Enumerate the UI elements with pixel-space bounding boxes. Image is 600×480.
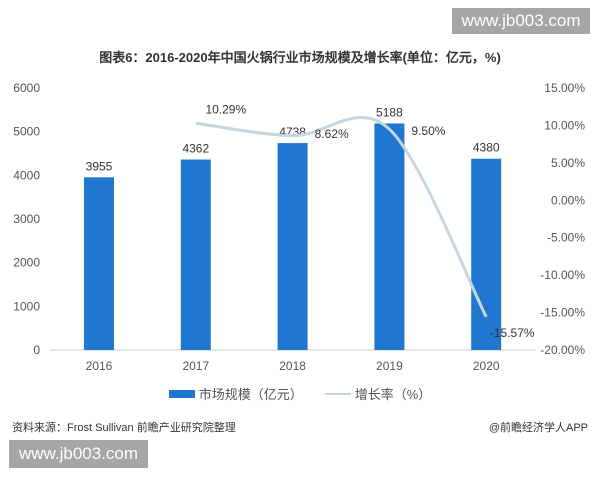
left-tick-label: 0 (33, 343, 40, 357)
bar-data-label: 4380 (473, 141, 500, 155)
right-tick-label: -15.00% (540, 306, 585, 320)
left-tick-label: 6000 (13, 81, 40, 95)
line-data-label: 8.62% (315, 127, 349, 141)
bar (277, 143, 308, 350)
x-tick-label: 2016 (86, 359, 113, 373)
bar-data-label: 5188 (376, 105, 403, 119)
legend-swatch-line (324, 392, 351, 395)
line-data-label: -15.57% (490, 326, 535, 340)
x-tick-label: 2019 (376, 359, 403, 373)
x-tick-label: 2018 (279, 359, 306, 373)
right-tick-label: -10.00% (540, 268, 585, 282)
bar (374, 123, 405, 350)
source-note: 资料来源：Frost Sullivan 前瞻产业研究院整理 (12, 422, 236, 434)
bar (471, 158, 502, 350)
chart-title: 图表6：2016-2020年中国火锅行业市场规模及增长率(单位：亿元，%) (99, 50, 501, 65)
left-tick-label: 1000 (13, 299, 40, 313)
right-tick-label: 0.00% (551, 193, 585, 207)
line-data-label: 10.29% (205, 102, 246, 116)
bar-data-label: 3955 (86, 159, 113, 173)
legend-swatch-bar (168, 389, 195, 398)
credit-note: @前瞻经济学人APP (488, 422, 588, 434)
legend-label: 市场规模（亿元） (198, 387, 303, 402)
x-tick-label: 2017 (182, 359, 209, 373)
watermark-top: www.jb003.com (452, 8, 590, 34)
x-tick-label: 2020 (473, 359, 500, 373)
right-tick-label: -5.00% (547, 231, 585, 245)
bar-data-label: 4362 (182, 142, 209, 156)
left-tick-label: 4000 (13, 168, 40, 182)
line-data-label: 9.50% (411, 124, 445, 138)
legend-item-bar: 市场规模（亿元） (168, 384, 303, 403)
left-tick-label: 3000 (13, 212, 40, 226)
right-tick-label: 10.00% (544, 118, 585, 132)
left-tick-label: 2000 (13, 256, 40, 270)
watermark-bottom: www.jb003.com (9, 440, 148, 468)
right-tick-label: 5.00% (551, 156, 585, 170)
left-tick-label: 5000 (13, 125, 40, 139)
bar (84, 177, 114, 350)
growth-line (195, 116, 488, 318)
bar (180, 159, 211, 350)
right-tick-label: -20.00% (540, 343, 585, 357)
legend-item-line: 增长率（%） (324, 384, 432, 403)
legend-label: 增长率（%） (354, 387, 432, 402)
legend: 市场规模（亿元） 增长率（%） (0, 384, 600, 403)
right-tick-label: 15.00% (544, 81, 585, 95)
